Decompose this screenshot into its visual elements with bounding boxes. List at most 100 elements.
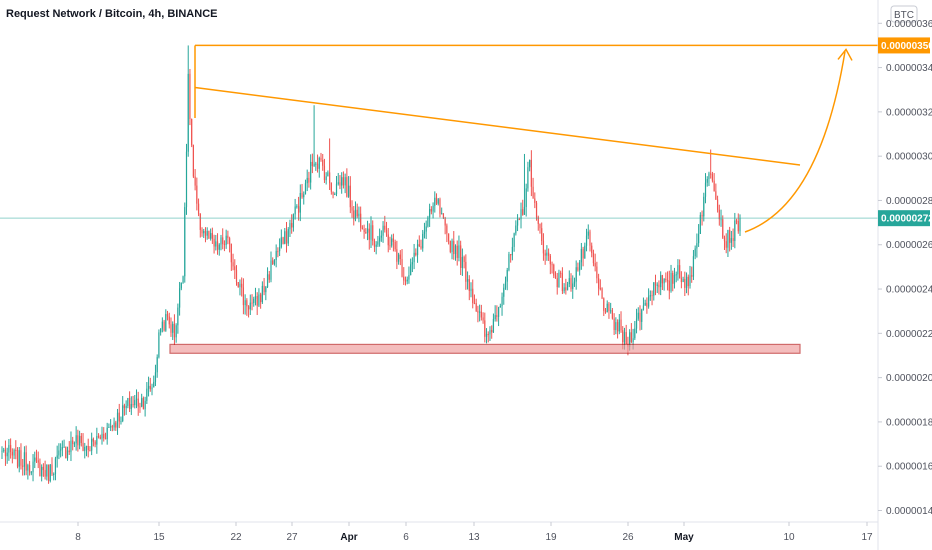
candle-body [56, 455, 58, 459]
candle-body [154, 372, 157, 382]
candle-body [437, 199, 439, 204]
candle-body [253, 298, 255, 303]
x-tick-label: 26 [622, 532, 634, 543]
candle-body [644, 302, 646, 306]
candle-body [246, 300, 248, 307]
candle-body [177, 307, 179, 326]
candle-body [599, 288, 601, 290]
candle-body [158, 332, 160, 358]
candle-body [525, 188, 527, 208]
candle-body [72, 440, 74, 444]
candle-body [470, 288, 472, 291]
candle-body [213, 238, 215, 247]
candle-body [256, 296, 258, 306]
candle-body [30, 472, 32, 474]
candle-body [118, 412, 120, 422]
candle-body [399, 254, 401, 259]
candle-body [698, 233, 700, 244]
candle-body [673, 275, 676, 284]
candle-body [132, 404, 134, 406]
candle-body [135, 398, 138, 401]
current-price-badge [878, 210, 930, 227]
candle-body [66, 450, 69, 459]
candle-body [279, 247, 281, 252]
candle-body [706, 179, 708, 183]
candle-body [403, 276, 405, 281]
candle-body [553, 264, 555, 276]
candle-body [556, 278, 558, 288]
candle-body [35, 457, 38, 461]
candle-body [296, 206, 298, 208]
candle-body [37, 460, 39, 463]
candle-body [41, 466, 43, 477]
candle-body [206, 230, 208, 236]
candle-body [199, 213, 201, 230]
x-tick-label: 8 [75, 532, 81, 543]
candle-body [458, 245, 460, 258]
candle-body [266, 274, 269, 288]
candle-body [639, 312, 641, 322]
candle-body [651, 295, 653, 297]
candle-body [335, 183, 338, 194]
candle-body [447, 233, 450, 241]
candle-body [356, 209, 358, 217]
currency-button-label: BTC [894, 10, 914, 21]
candle-body [675, 274, 677, 276]
candle-body [273, 260, 276, 265]
candle-body [316, 163, 319, 169]
candle-body [310, 161, 312, 183]
candle-body [679, 265, 681, 279]
candle-body [289, 223, 291, 230]
candle-body [315, 163, 317, 165]
candle-body [51, 464, 53, 475]
candle-body [89, 450, 91, 452]
candle-body [463, 256, 465, 262]
candle-body [456, 245, 458, 258]
x-tick-label: 13 [468, 532, 480, 543]
candle-body [594, 263, 596, 267]
candle-body [222, 237, 224, 244]
x-tick-label: 19 [545, 532, 557, 543]
candle-body [727, 230, 729, 248]
candle-body [192, 145, 195, 177]
candle-body [22, 465, 24, 467]
candle-body [672, 273, 674, 284]
candle-body [635, 318, 638, 329]
candle-body [208, 230, 210, 239]
candle-body [42, 466, 44, 471]
candle-body [232, 262, 234, 267]
candle-body [518, 218, 520, 220]
candle-body [530, 159, 532, 187]
candle-body [696, 243, 698, 249]
candle-body [466, 279, 469, 282]
candle-body [128, 397, 131, 409]
candle-body [677, 265, 679, 275]
candle-body [284, 231, 286, 244]
candle-body [408, 275, 410, 280]
candle-body [461, 256, 463, 268]
candle-body [435, 197, 438, 204]
candle-body [516, 218, 519, 226]
candle-body [665, 278, 667, 281]
candle-body [661, 275, 664, 284]
candle-body [451, 240, 453, 252]
candle-body [247, 306, 250, 310]
candle-body [537, 217, 539, 224]
candle-body [642, 305, 645, 310]
candle-body [718, 209, 720, 220]
candle-body [589, 231, 591, 246]
candle-body [270, 260, 272, 280]
candle-body [180, 282, 182, 289]
candle-body [85, 445, 88, 447]
candle-body [263, 285, 265, 293]
candle-body [96, 436, 98, 445]
candle-body [475, 303, 477, 312]
candle-body [480, 311, 482, 318]
candle-body [658, 284, 660, 288]
candle-body [366, 228, 369, 233]
candle-body [441, 213, 443, 215]
